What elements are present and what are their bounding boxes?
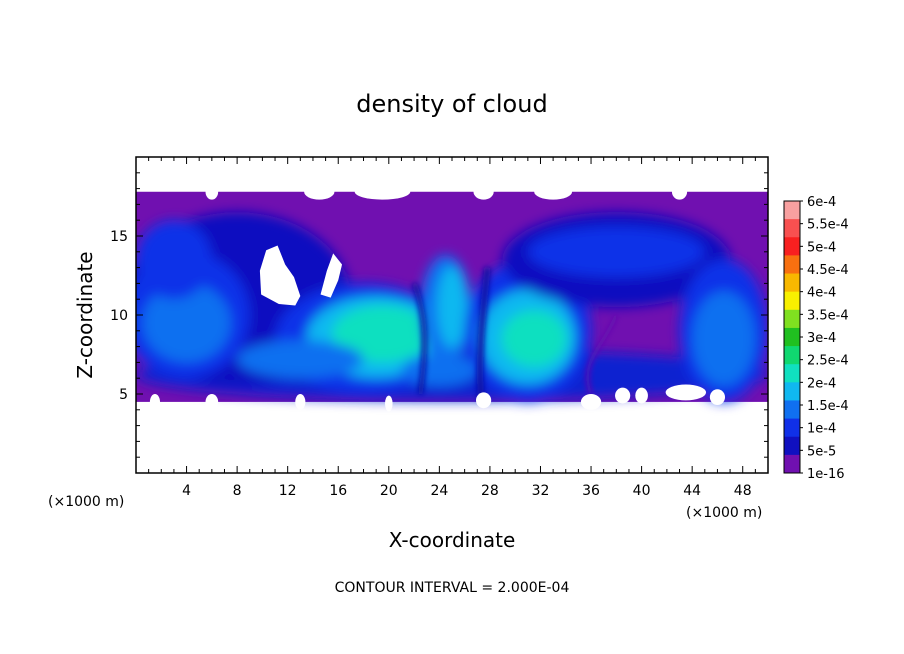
x-axis-unit: (×1000 m) bbox=[686, 505, 762, 521]
edge-notch bbox=[295, 394, 306, 410]
colorbar-label: 4e-4 bbox=[807, 286, 836, 301]
x-tick-label: 20 bbox=[380, 483, 398, 499]
clear-hole bbox=[320, 253, 343, 298]
colorbar: 6e-4 5.5e-4 5e-4 4.5e-4 4e-4 3.5e-4 3e-4 2.5e-4… bbox=[783, 195, 849, 482]
filament bbox=[477, 267, 491, 401]
colorbar-swatch bbox=[784, 454, 800, 474]
density-blob bbox=[331, 305, 434, 363]
x-tick-label: 24 bbox=[430, 483, 448, 499]
y-tick-label: 15 bbox=[110, 229, 128, 245]
colorbar-label: 1e-16 bbox=[807, 467, 845, 482]
y-axis-label: Z-coordinate bbox=[73, 251, 97, 378]
x-tick-label: 8 bbox=[233, 483, 242, 499]
density-blob bbox=[501, 310, 568, 368]
x-tick-label: 36 bbox=[582, 483, 600, 499]
edge-notch bbox=[671, 183, 688, 200]
edge-notch bbox=[205, 183, 219, 200]
x-axis-label: X-coordinate bbox=[389, 528, 516, 552]
x-tick-label: 32 bbox=[532, 483, 550, 499]
edge-notch bbox=[709, 389, 726, 406]
colorbar-label: 4.5e-4 bbox=[807, 263, 849, 278]
edge-notch bbox=[635, 387, 648, 404]
colorbar-label: 2e-4 bbox=[807, 376, 836, 391]
filament bbox=[411, 282, 428, 395]
density-blob bbox=[436, 266, 468, 349]
edge-notch bbox=[304, 183, 335, 200]
colorbar-swatch bbox=[784, 382, 800, 401]
edge-notch bbox=[615, 387, 631, 404]
colorbar-label: 1.5e-4 bbox=[807, 399, 849, 414]
colorbar-label: 5.5e-4 bbox=[807, 218, 849, 233]
colorbar-swatch bbox=[784, 436, 800, 456]
density-blob bbox=[142, 283, 231, 363]
colorbar-swatch bbox=[784, 237, 800, 256]
colorbar-swatch bbox=[784, 273, 800, 293]
y-axis: 5 10 15 bbox=[110, 172, 768, 458]
colorbar-swatch bbox=[784, 400, 800, 420]
edge-notch bbox=[385, 395, 393, 412]
x-tick-label: 40 bbox=[633, 483, 651, 499]
colorbar-label: 2.5e-4 bbox=[807, 354, 849, 369]
x-tick-label: 44 bbox=[683, 483, 701, 499]
chart-title: density of cloud bbox=[356, 90, 547, 118]
colorbar-swatch bbox=[784, 327, 800, 347]
density-blob bbox=[136, 220, 212, 300]
filament bbox=[585, 314, 619, 395]
edge-notch bbox=[476, 392, 492, 409]
y-axis-unit: (×1000 m) bbox=[48, 494, 124, 510]
colorbar-label: 6e-4 bbox=[807, 195, 836, 210]
edge-notch bbox=[473, 183, 494, 200]
x-tick-label: 28 bbox=[481, 483, 499, 499]
y-tick-label: 10 bbox=[110, 308, 128, 324]
colorbar-swatch bbox=[784, 309, 800, 329]
edge-notch bbox=[665, 384, 707, 401]
colorbar-label: 5e-4 bbox=[807, 240, 836, 255]
density-blob bbox=[237, 340, 364, 379]
x-axis: 4 8 12 16 20 24 28 32 36 40 44 48 bbox=[148, 157, 756, 499]
x-tick-label: 12 bbox=[279, 483, 297, 499]
colorbar-label: 5e-5 bbox=[807, 444, 836, 459]
density-blob bbox=[401, 354, 478, 387]
edge-notch bbox=[205, 394, 219, 410]
density-blob bbox=[527, 226, 705, 278]
colorbar-label: 3e-4 bbox=[807, 331, 836, 346]
y-tick-label: 5 bbox=[119, 387, 128, 403]
x-tick-label: 4 bbox=[182, 483, 191, 499]
contour-interval-note: CONTOUR INTERVAL = 2.000E-04 bbox=[335, 580, 570, 596]
clear-hole bbox=[259, 245, 301, 306]
colorbar-swatch bbox=[784, 418, 800, 438]
colorbar-swatch bbox=[784, 201, 800, 220]
density-blob bbox=[692, 291, 756, 387]
density-field bbox=[136, 183, 768, 412]
colorbar-label: 1e-4 bbox=[807, 422, 836, 437]
colorbar-swatch bbox=[784, 346, 800, 365]
colorbar-swatch bbox=[784, 364, 800, 383]
colorbar-swatch bbox=[784, 219, 800, 238]
x-tick-label: 16 bbox=[329, 483, 347, 499]
colorbar-swatch bbox=[784, 291, 800, 311]
edge-notch bbox=[149, 394, 161, 410]
x-tick-label: 48 bbox=[734, 483, 752, 499]
colorbar-swatch bbox=[784, 255, 800, 275]
edge-notch bbox=[354, 183, 411, 200]
edge-notch bbox=[580, 394, 602, 410]
colorbar-label: 3.5e-4 bbox=[807, 308, 849, 323]
edge-notch bbox=[534, 183, 573, 200]
